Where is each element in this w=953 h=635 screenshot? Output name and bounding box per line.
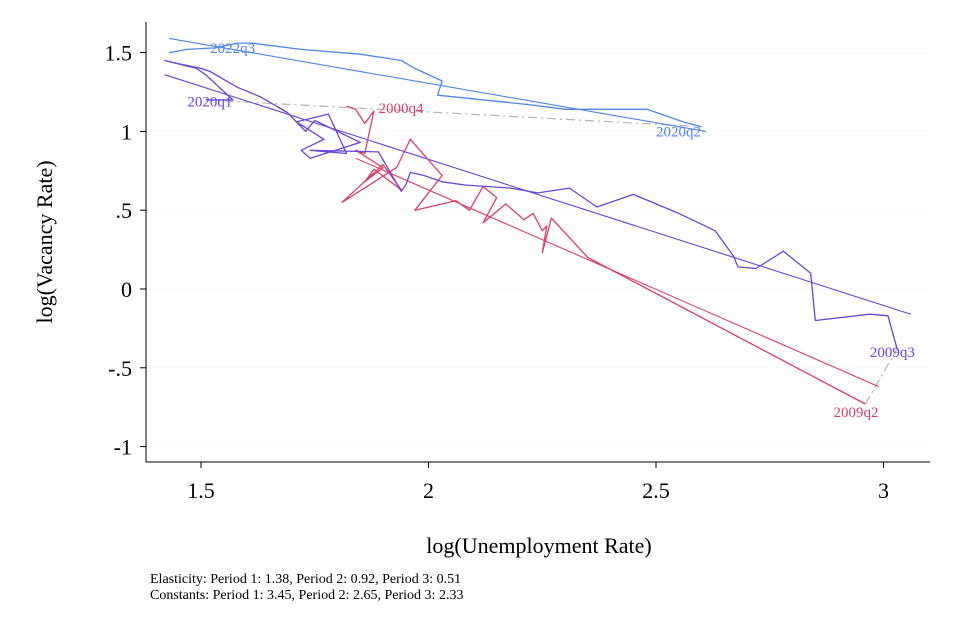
axes: [140, 22, 930, 468]
annotations: 2022q3 2020q1 2000q4 2020q2 2009q3 2009q2: [187, 41, 915, 421]
x-axis-label: log(Unemployment Rate): [426, 533, 651, 558]
data-series: [163, 42, 898, 405]
period-annotation: 2009q2: [833, 405, 878, 421]
period-annotation: 2022q3: [210, 41, 255, 57]
gridlines: [146, 52, 930, 448]
x-tick-label: 2: [423, 478, 434, 503]
period-annotation: 2020q1: [187, 94, 232, 110]
period-annotation: 2009q3: [870, 345, 915, 361]
elasticity-note: Elasticity: Period 1: 1.38, Period 2: 0.…: [150, 572, 462, 587]
x-tick-label: 3: [878, 478, 889, 503]
dashed-connectors: [205, 99, 898, 405]
y-tick-label: -.5: [108, 356, 132, 381]
y-tick-label: .5: [116, 198, 133, 223]
fit-line: [169, 37, 707, 132]
fit-line: [164, 74, 911, 315]
series-line: [163, 59, 898, 350]
tick-labels: -1 -.5 0 .5 1 1.5 1.5 2 2.5 3: [105, 41, 890, 503]
dashed-connector: [205, 99, 702, 128]
period-annotation: 2000q4: [378, 101, 424, 117]
chart-notes: Elasticity: Period 1: 1.38, Period 2: 0.…: [150, 572, 463, 604]
y-tick-label: 1.5: [105, 41, 133, 66]
series-line: [341, 105, 866, 405]
y-tick-label: 0: [121, 277, 132, 302]
x-tick-label: 2.5: [642, 478, 670, 503]
y-axis-label: log(Vacancy Rate): [32, 160, 57, 323]
x-tick-label: 1.5: [187, 478, 215, 503]
period-annotation: 2020q2: [656, 124, 701, 140]
constants-note: Constants: Period 1: 3.45, Period 2: 2.6…: [150, 588, 464, 603]
series-line: [168, 42, 702, 128]
y-tick-label: 1: [121, 119, 132, 144]
fit-lines: [164, 37, 911, 388]
y-tick-label: -1: [114, 435, 132, 460]
